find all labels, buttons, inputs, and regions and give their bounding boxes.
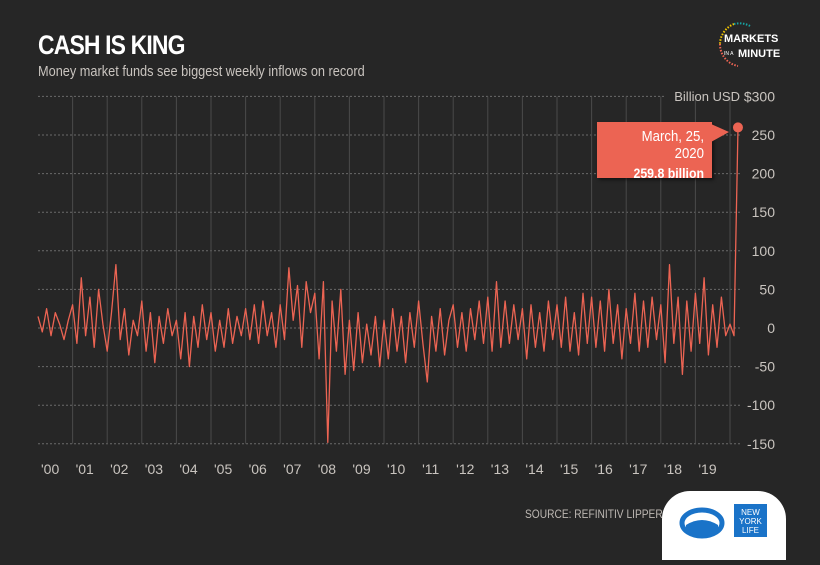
x-tick-label: '19 [698,461,716,477]
logo-line3: MINUTE [738,48,780,60]
x-tick-label: '11 [422,461,439,477]
annotation-value: 259.8 billion [633,165,704,181]
x-tick-label: '10 [387,461,405,477]
x-tick-label: '01 [76,461,94,477]
x-tick-label: '13 [491,461,509,477]
y-axis-label: Billion USD [674,89,740,104]
x-tick-label: '09 [352,461,370,477]
y-tick-label: $300 [744,88,775,104]
page-title: CASH IS KING [38,30,185,60]
y-tick-label: 200 [752,166,776,182]
svg-text:YORK: YORK [739,517,762,526]
logo-line1: MARKETS [724,33,778,45]
x-tick-label: '03 [145,461,163,477]
x-tick-label: '15 [560,461,578,477]
new-york-life-emblem-icon [679,507,725,539]
x-tick-label: '17 [629,461,647,477]
x-tick-label: '07 [283,461,301,477]
y-tick-label: 150 [752,204,776,220]
x-tick-label: '04 [179,461,197,477]
markets-in-a-minute-logo: MARKETS IN A MINUTE [718,22,780,67]
x-tick-label: '18 [664,461,682,477]
sponsor-badge: NEW YORK LIFE [662,491,786,560]
new-york-life-logo [734,504,767,537]
peak-annotation: March, 25, 2020 259.8 billion [597,122,712,181]
svg-text:NEW: NEW [741,508,760,517]
x-tick-label: '00 [41,461,59,477]
x-tick-label: '14 [525,461,543,477]
y-tick-label: 50 [759,281,775,297]
x-tick-label: '08 [318,461,336,477]
source-note: SOURCE: REFINITIV LIPPER [525,507,663,521]
x-tick-label: '12 [456,461,474,477]
series-line [37,127,739,443]
page-subtitle: Money market funds see biggest weekly in… [38,63,365,80]
svg-text:LIFE: LIFE [742,526,759,535]
x-tick-label: '05 [214,461,232,477]
y-tick-label: -100 [747,397,775,413]
callout-pointer [711,124,729,142]
peak-point [732,122,743,133]
x-tick-label: '06 [249,461,267,477]
annotation-date: March, 25, 2020 [641,128,704,162]
y-tick-label: 100 [752,243,776,259]
x-tick-label: '16 [595,461,613,477]
y-tick-label: -50 [755,359,775,375]
y-tick-label: 250 [752,127,776,143]
logo-line2: IN A [724,51,734,57]
y-tick-label: -150 [747,436,775,452]
y-tick-label: 0 [767,320,775,336]
x-tick-label: '02 [110,461,128,477]
